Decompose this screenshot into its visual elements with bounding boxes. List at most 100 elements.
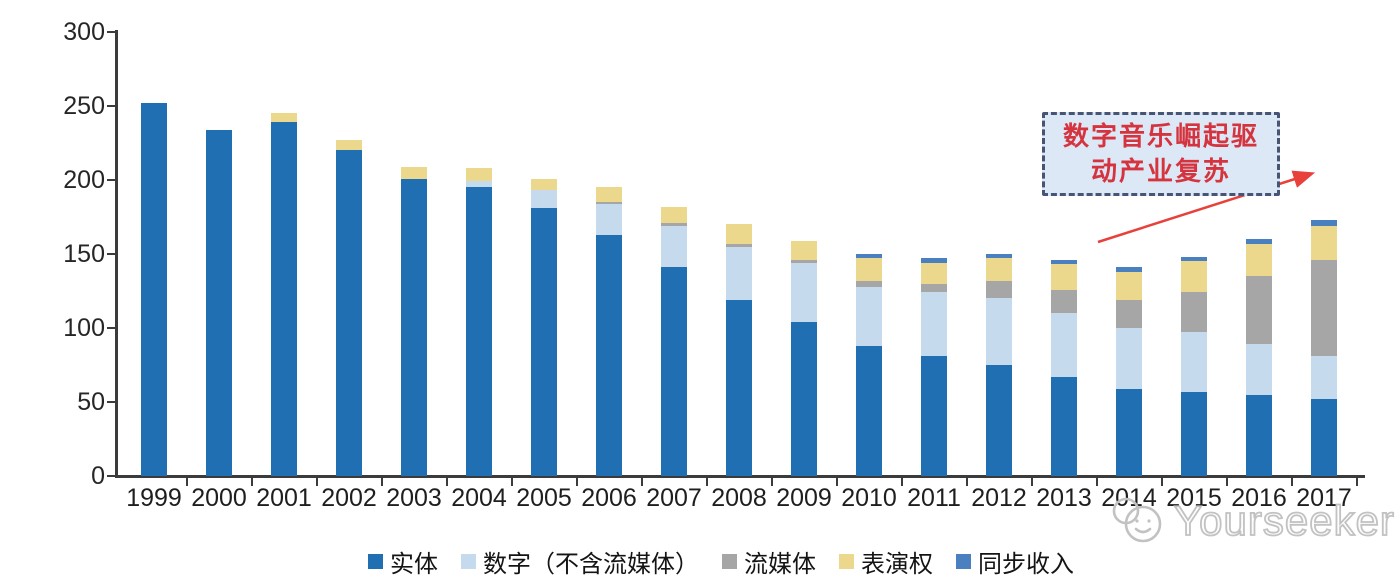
legend-label: 同步收入 [978, 552, 1074, 578]
bar-segment-2005-数字（不含流媒体） [531, 190, 557, 209]
annotation-callout: 数字音乐崛起驱 动产业复苏 [1042, 112, 1280, 196]
x-tick-mark [315, 478, 318, 486]
x-tick-mark [1095, 478, 1098, 486]
bar-segment-2012-实体 [986, 365, 1012, 476]
bar-segment-2002-实体 [336, 150, 362, 476]
bar-segment-2009-流媒体 [791, 259, 817, 263]
x-tick-label: 2002 [321, 484, 377, 512]
bar-segment-2011-数字（不含流媒体） [921, 292, 947, 357]
x-tick-label: 2000 [191, 484, 247, 512]
x-tick-label: 2003 [386, 484, 442, 512]
bar-segment-2005-实体 [531, 208, 557, 476]
x-tick-label: 2013 [1036, 484, 1092, 512]
legend-label: 流媒体 [744, 552, 816, 578]
bar-segment-2007-数字（不含流媒体） [661, 225, 687, 268]
x-tick-label: 2001 [256, 484, 312, 512]
bar-segment-2015-数字（不含流媒体） [1181, 332, 1207, 392]
annotation-line1: 数字音乐崛起驱 [1062, 122, 1259, 151]
x-tick-mark [445, 478, 448, 486]
legend-swatch-icon [839, 554, 854, 569]
bar-segment-2016-数字（不含流媒体） [1246, 344, 1272, 395]
x-tick-mark [1290, 478, 1293, 486]
watermark-text: Yourseeker [1173, 496, 1395, 545]
legend-swatch-icon [956, 554, 971, 569]
bar-segment-2010-流媒体 [856, 280, 882, 287]
legend-swatch-icon [722, 554, 737, 569]
x-tick-mark [1030, 478, 1033, 486]
x-tick-label: 2017 [1296, 484, 1352, 512]
bar-segment-2011-同步收入 [921, 258, 947, 263]
bar-segment-2016-表演权 [1246, 243, 1272, 277]
bar-segment-2016-流媒体 [1246, 276, 1272, 345]
bar-segment-2012-流媒体 [986, 280, 1012, 299]
y-tick-label: 200 [63, 166, 105, 194]
bar-segment-2007-实体 [661, 267, 687, 476]
bar-segment-2013-流媒体 [1051, 289, 1077, 314]
legend-item-实体: 实体 [368, 544, 438, 579]
annotation-line2: 动产业复苏 [1090, 157, 1231, 186]
x-tick-label: 2008 [711, 484, 767, 512]
y-tick-label: 100 [63, 314, 105, 342]
bar-segment-2011-实体 [921, 356, 947, 476]
legend-item-数字（不含流媒体）: 数字（不含流媒体） [461, 544, 699, 579]
y-tick-mark [107, 31, 116, 33]
bar-segment-2017-流媒体 [1311, 259, 1337, 357]
bar-segment-2015-同步收入 [1181, 256, 1207, 262]
x-tick-mark [900, 478, 903, 486]
bar-segment-2011-流媒体 [921, 283, 947, 293]
x-tick-label: 2009 [776, 484, 832, 512]
y-tick-label: 250 [63, 92, 105, 120]
x-tick-label: 2015 [1166, 484, 1222, 512]
bar-segment-2004-数字（不含流媒体） [466, 181, 492, 188]
y-axis-line [115, 30, 118, 478]
bar-segment-2017-表演权 [1311, 225, 1337, 260]
x-tick-label: 2010 [841, 484, 897, 512]
x-tick-label: 2007 [646, 484, 702, 512]
bar-segment-2012-表演权 [986, 258, 1012, 281]
x-axis-line [115, 475, 1365, 478]
bar-segment-2009-实体 [791, 322, 817, 476]
bar-segment-2008-数字（不含流媒体） [726, 246, 752, 300]
bar-segment-2010-数字（不含流媒体） [856, 286, 882, 346]
bar-segment-2008-流媒体 [726, 243, 752, 247]
legend-label: 实体 [390, 552, 438, 578]
bar-segment-2014-实体 [1116, 388, 1142, 476]
bar-segment-2013-数字（不含流媒体） [1051, 313, 1077, 377]
bar-segment-2015-表演权 [1181, 261, 1207, 293]
x-tick-mark [1160, 478, 1163, 486]
bar-segment-2010-同步收入 [856, 254, 882, 259]
bar-segment-2010-表演权 [856, 258, 882, 281]
bar-segment-2010-实体 [856, 345, 882, 476]
bar-segment-2005-表演权 [531, 178, 557, 191]
y-tick-mark [107, 105, 116, 107]
y-tick-label: 300 [63, 18, 105, 46]
legend-item-流媒体: 流媒体 [722, 544, 816, 579]
bar-segment-2006-流媒体 [596, 202, 622, 204]
y-tick-mark [107, 475, 116, 477]
bar-segment-2002-表演权 [336, 140, 362, 151]
legend-swatch-icon [368, 554, 383, 569]
bar-segment-2006-实体 [596, 234, 622, 476]
bar-segment-2014-同步收入 [1116, 267, 1142, 272]
legend-item-同步收入: 同步收入 [956, 544, 1074, 579]
y-tick-mark [107, 401, 116, 403]
bar-segment-2007-表演权 [661, 206, 687, 223]
legend-item-表演权: 表演权 [839, 544, 933, 579]
yourseeker-logo-icon [1112, 497, 1162, 543]
legend-swatch-icon [461, 554, 476, 569]
bar-segment-2008-实体 [726, 299, 752, 476]
x-tick-mark [380, 478, 383, 486]
bar-segment-2003-实体 [401, 178, 427, 476]
x-tick-mark [640, 478, 643, 486]
x-tick-mark [1225, 478, 1228, 486]
y-tick-mark [107, 253, 116, 255]
x-tick-mark [965, 478, 968, 486]
bar-segment-2017-数字（不含流媒体） [1311, 356, 1337, 400]
watermark: Yourseeker [1106, 494, 1395, 548]
y-tick-label: 50 [77, 388, 105, 416]
x-tick-mark [575, 478, 578, 486]
y-tick-mark [107, 179, 116, 181]
x-tick-label: 2012 [971, 484, 1027, 512]
x-tick-mark [510, 478, 513, 486]
